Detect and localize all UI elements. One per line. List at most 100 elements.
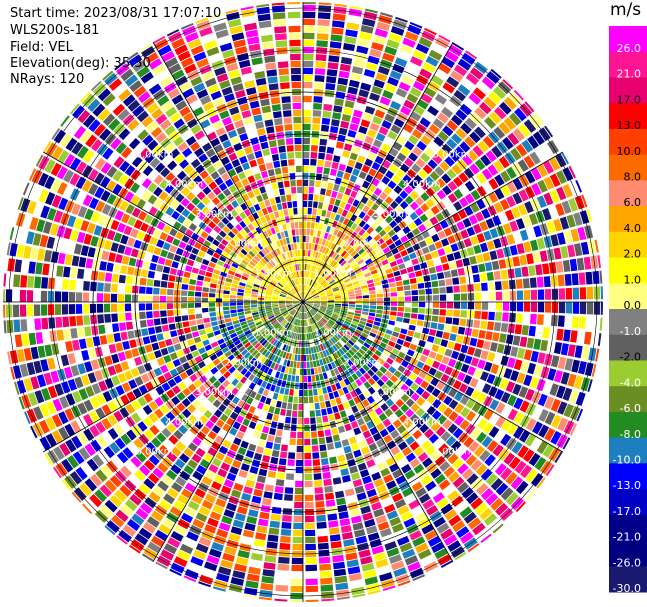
range-gate <box>263 366 270 374</box>
range-gate <box>333 310 340 314</box>
range-gate <box>291 375 296 382</box>
range-gate <box>462 217 472 228</box>
range-gate <box>573 243 583 257</box>
range-gate <box>396 258 404 265</box>
range-gate <box>129 474 142 487</box>
range-gate <box>422 348 431 357</box>
range-gate <box>403 285 411 291</box>
range-gate <box>304 305 307 312</box>
range-gate <box>122 340 131 350</box>
range-gate <box>452 520 466 533</box>
range-gate <box>300 312 302 320</box>
range-gate <box>346 313 354 318</box>
range-gate <box>308 193 314 201</box>
range-gate <box>376 388 385 397</box>
range-gate <box>369 294 377 298</box>
range-gate <box>360 82 372 92</box>
range-gate <box>276 357 282 364</box>
range-gate <box>285 480 294 487</box>
range-gate <box>458 383 468 394</box>
range-gate <box>362 305 370 309</box>
range-gate <box>564 315 572 328</box>
range-gate <box>411 163 421 174</box>
range-gate <box>230 309 237 314</box>
range-gate <box>163 331 171 340</box>
range-gate <box>181 290 188 296</box>
range-gate <box>115 254 123 264</box>
range-gate <box>390 403 399 413</box>
range-gate <box>364 518 376 528</box>
range-gate <box>327 233 333 241</box>
range-gate <box>504 512 516 523</box>
range-gate <box>304 292 307 299</box>
range-gate <box>261 329 268 335</box>
range-gate <box>339 380 346 388</box>
range-gate <box>303 396 309 404</box>
range-gate <box>568 198 579 212</box>
range-gate <box>453 302 461 309</box>
range-gate <box>473 320 481 329</box>
range-gate <box>421 440 432 451</box>
range-gate <box>435 330 444 338</box>
range-gate <box>310 325 315 332</box>
range-gate <box>96 303 104 313</box>
range-gate <box>297 354 301 362</box>
range-gate <box>192 331 200 338</box>
range-gate <box>321 408 327 416</box>
range-gate <box>207 517 219 528</box>
range-gate <box>354 289 362 294</box>
range-gate <box>530 239 539 251</box>
range-gate <box>380 211 389 220</box>
range-gate <box>394 239 403 247</box>
range-gate <box>104 272 113 282</box>
range-gate <box>333 367 340 375</box>
range-gate <box>390 302 398 306</box>
range-gate <box>303 291 305 299</box>
range-gate <box>197 250 206 258</box>
range-gate <box>263 562 276 570</box>
range-gate <box>376 422 385 432</box>
range-gate <box>271 182 278 190</box>
range-gate <box>197 324 205 330</box>
range-gate <box>321 254 327 261</box>
range-gate <box>599 317 603 331</box>
range-gate <box>266 334 273 341</box>
range-gate <box>215 419 225 428</box>
range-gate <box>304 270 306 278</box>
range-gate <box>384 46 398 56</box>
range-gate <box>342 194 349 202</box>
range-gate <box>169 506 182 517</box>
range-gate <box>511 441 523 455</box>
range-gate <box>204 524 217 534</box>
range-gate <box>246 427 254 436</box>
range-gate <box>124 303 132 312</box>
range-gate <box>485 331 493 341</box>
range-gate <box>319 570 332 578</box>
range-gate <box>452 277 460 285</box>
range-gate <box>358 549 371 558</box>
range-gate <box>461 468 474 480</box>
range-gate <box>189 279 197 285</box>
range-gate <box>142 521 156 534</box>
range-gate <box>379 254 387 262</box>
range-gate <box>465 454 477 466</box>
range-gate <box>276 324 282 331</box>
range-gate <box>117 351 127 362</box>
range-gate <box>240 463 250 472</box>
range-gate <box>268 345 275 352</box>
range-gate <box>236 302 244 306</box>
range-gate <box>408 152 419 162</box>
range-gate <box>223 310 230 315</box>
range-gate <box>335 332 342 339</box>
range-gate <box>160 317 168 325</box>
range-gate <box>234 563 247 573</box>
range-gate <box>544 289 552 300</box>
range-gate <box>256 157 265 165</box>
range-gate <box>287 323 292 330</box>
range-gate <box>294 304 300 308</box>
range-gate <box>389 70 402 80</box>
range-gate <box>179 453 190 464</box>
range-gate <box>246 516 258 525</box>
range-gate <box>434 68 448 81</box>
range-gate <box>240 376 248 384</box>
